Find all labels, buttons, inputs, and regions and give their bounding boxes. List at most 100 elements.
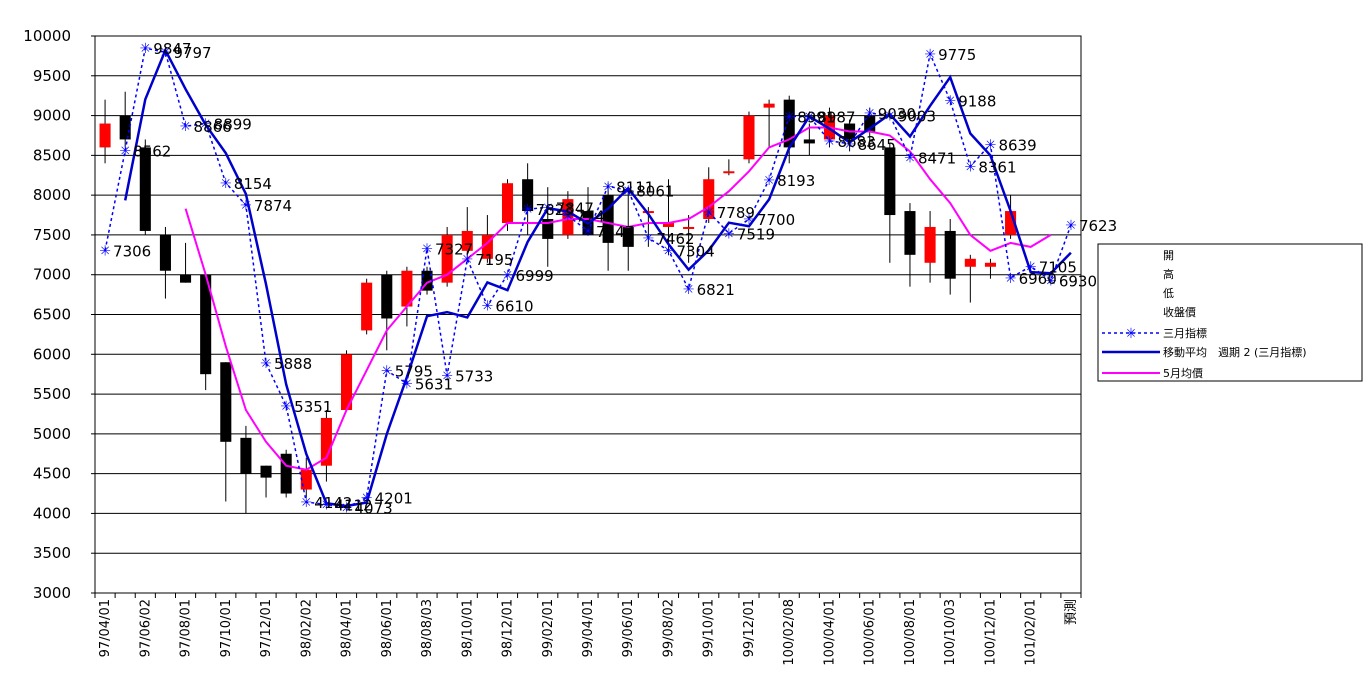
candle-body (260, 465, 272, 478)
series-point-marker: ✳ (321, 498, 333, 514)
series-point-marker: ✳ (139, 41, 151, 57)
series-point-marker: ✳ (723, 226, 735, 242)
legend-entry-high: 高 (1163, 267, 1174, 281)
candle-body (1005, 211, 1017, 235)
candle-body (240, 437, 252, 474)
x-tick-label-20: 100/08/01 (903, 599, 918, 666)
series-point-marker: ✳ (482, 299, 494, 315)
x-tick-label-0: 97/04/01 (98, 599, 113, 657)
x-tick-label-17: 100/02/08 (782, 599, 797, 666)
candle-body (340, 354, 353, 410)
data-label: 9030 (878, 105, 916, 123)
data-label: 7462 (656, 230, 694, 248)
data-label: 6821 (697, 281, 735, 299)
y-tick-label-3000: 3000 (33, 584, 71, 602)
series-point-marker: ✳ (240, 198, 252, 214)
series-point-marker: ✳ (280, 399, 292, 415)
series-point-marker: ✳ (985, 137, 997, 153)
series-point-marker: ✳ (260, 356, 272, 372)
data-label: 9847 (153, 40, 191, 58)
data-label: 4073 (355, 500, 393, 518)
legend-entry-moving-average: 移動平均 週期 2 (三月指標) (1163, 345, 1307, 359)
data-label: 6930 (1059, 272, 1097, 290)
y-axis-tick-labels: 3000 3500 4000 4500 5000 5500 6000 6500 7000 7500… (23, 27, 71, 602)
x-tick-label-22: 100/12/01 (983, 599, 998, 666)
legend: 開 高 低 收盤價 ✳ 三月指標 移動平均 週期 2 (三月指標) 5月均價 (1097, 243, 1363, 382)
series-point-marker: ✳ (522, 202, 534, 218)
series-point-marker: ✳ (824, 134, 836, 150)
data-label: 8361 (978, 158, 1016, 176)
x-tick-label-11: 99/02/01 (541, 599, 556, 657)
x-tick-label-2: 97/08/01 (179, 599, 194, 657)
series-point-marker: ✳ (300, 495, 312, 511)
x-tick-label-24: 預測 (1064, 599, 1079, 625)
data-label: 6999 (516, 267, 554, 285)
candle-body (159, 234, 171, 271)
data-label: 7700 (757, 211, 795, 229)
series-line-0 (104, 47, 1072, 509)
series-point-marker: ✳ (582, 224, 594, 240)
series-line-2 (184, 126, 1052, 471)
x-tick-label-1: 97/06/02 (138, 599, 153, 657)
data-label: 8154 (234, 175, 272, 193)
data-label: 7823 (536, 201, 574, 219)
candlestick-series (99, 91, 1017, 514)
candle-body (864, 115, 876, 132)
data-label: 8991 (797, 108, 835, 126)
candle-body (481, 234, 493, 259)
data-label: 6610 (495, 298, 533, 316)
candle-body (280, 453, 292, 494)
x-tick-label-3: 97/10/01 (219, 599, 234, 657)
series-point-marker: ✳ (683, 282, 695, 298)
series-point-marker: ✳ (1025, 259, 1037, 275)
candle-body (763, 103, 775, 108)
y-tick-label-9500: 9500 (33, 67, 71, 85)
legend-entry-three-month: 三月指標 (1163, 326, 1207, 340)
x-tick-label-8: 98/08/03 (420, 599, 435, 657)
y-tick-label-9000: 9000 (33, 107, 71, 125)
x-tick-label-9: 98/10/01 (460, 599, 475, 657)
data-label: 8471 (918, 150, 956, 168)
x-tick-label-6: 98/04/01 (340, 599, 355, 657)
x-tick-label-5: 98/02/02 (299, 599, 314, 657)
candle-body (522, 179, 534, 212)
candle-body (723, 171, 735, 174)
data-label: 5631 (415, 376, 453, 394)
data-label: 7327 (435, 241, 473, 259)
data-label: 8899 (214, 116, 252, 134)
data-label: 7105 (1039, 258, 1077, 276)
data-label: 5888 (274, 355, 312, 373)
data-label: 5795 (395, 363, 433, 381)
x-tick-label-7: 98/06/01 (380, 599, 395, 657)
data-label: 9188 (958, 93, 996, 111)
candle-body (602, 195, 614, 243)
candle-body (743, 115, 755, 160)
y-tick-label-8000: 8000 (33, 186, 71, 204)
series-point-marker: ✳ (542, 200, 554, 216)
x-axis-tick-labels: 97/04/01 97/06/02 97/08/01 97/10/01 97/12/01… (98, 599, 1079, 666)
series-point-marker: ✳ (1065, 218, 1077, 234)
y-tick-label-10000: 10000 (23, 27, 71, 45)
candle-body (119, 115, 131, 140)
candle-body (703, 179, 715, 220)
series-point-marker: ✳ (643, 231, 655, 247)
data-label: 7519 (737, 225, 775, 243)
series-point-marker: ✳ (904, 151, 916, 167)
data-label: 5733 (455, 368, 493, 386)
series-point-marker: ✳ (1005, 271, 1017, 287)
y-tick-label-4500: 4500 (33, 465, 71, 483)
candle-body (220, 362, 232, 442)
series-point-marker: ✳ (160, 45, 172, 61)
series-point-marker: ✳ (743, 212, 755, 228)
candle-body (320, 417, 332, 466)
y-tick-label-6500: 6500 (33, 306, 71, 324)
data-label: 5351 (294, 398, 332, 416)
candle-body (441, 234, 453, 283)
legend-marker-three-month: ✳ (1125, 326, 1137, 342)
data-label: 8193 (777, 172, 815, 190)
candle-body (200, 274, 212, 375)
x-tick-label-15: 99/10/01 (702, 599, 717, 657)
series-point-marker: ✳ (844, 137, 856, 153)
legend-entry-close: 收盤價 (1163, 305, 1196, 319)
